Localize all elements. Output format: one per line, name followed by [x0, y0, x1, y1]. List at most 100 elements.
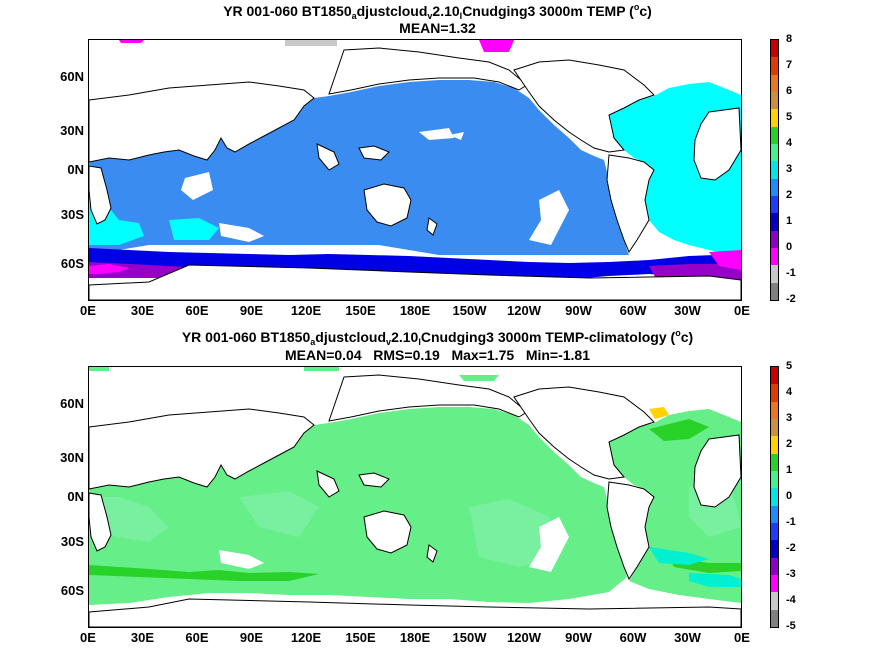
- panel1-title-sub: l: [459, 11, 463, 21]
- panel2-title-sub: a: [310, 337, 316, 347]
- anomaly-yellow: [649, 407, 669, 419]
- colorbar-tick-label: 3: [786, 412, 793, 424]
- panel1-title-text: djustcloud: [356, 3, 428, 19]
- panel1-map-svg: [89, 40, 741, 300]
- arctic-magenta: [479, 40, 514, 52]
- colorbar-tick-label: 5: [786, 111, 793, 123]
- colorbar-tick-label: 5: [786, 360, 793, 372]
- longitude-label: 0E: [734, 303, 750, 318]
- colorbar-segment: [771, 57, 778, 75]
- southern-ocean-band: [89, 248, 741, 280]
- latitude-label: 30S: [60, 533, 84, 549]
- latitude-label: 60N: [60, 395, 84, 411]
- colorbar-segment: [771, 161, 778, 179]
- colorbar-segment: [771, 522, 778, 541]
- longitude-label: 120E: [290, 630, 322, 645]
- longitude-label: 180E: [399, 303, 431, 318]
- panel2-title-sub: v: [386, 337, 392, 347]
- longitude-label: 120W: [507, 303, 541, 318]
- longitude-label: 60W: [619, 303, 647, 318]
- colorbar-segment: [771, 436, 778, 454]
- continents: [89, 47, 741, 300]
- panel2-title-text: c): [680, 329, 694, 345]
- arctic-grey: [285, 40, 337, 46]
- colorbar-tick-label: 2: [786, 438, 793, 450]
- longitude-label: 60W: [619, 630, 647, 645]
- panel1-title-sup: o: [633, 2, 640, 12]
- latitude-label: 30N: [60, 122, 84, 138]
- colorbar-tick-label: 0: [786, 241, 793, 253]
- panel2-title-sup: o: [675, 328, 681, 338]
- longitude-label: 0E: [80, 630, 96, 645]
- colorbar-tick-label: 2: [786, 189, 793, 201]
- colorbar-segment: [771, 574, 778, 593]
- colorbar-tick-label: 7: [786, 59, 793, 71]
- longitude-label: 60E: [185, 630, 209, 645]
- longitude-label: 150E: [345, 303, 376, 318]
- colorbar-segment: [771, 453, 778, 471]
- colorbar-segment: [771, 384, 778, 402]
- colorbar-tick-label: 1: [786, 215, 793, 227]
- colorbar-segment: [771, 470, 778, 489]
- panel1-title-text: YR 001-060 BT1850: [223, 3, 352, 19]
- colorbar-tick-label: -3: [786, 568, 796, 580]
- panel1-title-sub: a: [351, 11, 357, 21]
- colorbar-tick-label: 1: [786, 464, 793, 476]
- colorbar-segment: [771, 282, 778, 300]
- indian-ocean-cyan: [169, 218, 219, 240]
- colorbar-segment: [771, 213, 778, 231]
- panel2-map: [88, 366, 742, 628]
- colorbar-segment: [771, 401, 778, 419]
- pacific-indian-ocean: [89, 80, 629, 255]
- colorbar-segment: [771, 488, 778, 506]
- longitude-label: 90W: [565, 630, 592, 645]
- panel1-stats: MEAN=1.32: [399, 20, 476, 36]
- colorbar-segment: [771, 418, 778, 437]
- panel2-title: YR 001-060 BT1850adjustcloudv2.10lCnudgi…: [0, 325, 875, 350]
- ocean-anomaly-light: [89, 477, 741, 567]
- colorbar-tick-label: -4: [786, 594, 796, 606]
- colorbar-segment: [771, 557, 778, 575]
- panel1-title: YR 001-060 BT1850adjustcloudv2.10lCnudgi…: [0, 0, 875, 24]
- longitude-label: 90E: [239, 303, 264, 318]
- panel2-map-svg: [89, 367, 741, 627]
- colorbar-segment: [771, 230, 778, 248]
- colorbar-segment: [771, 195, 778, 214]
- colorbar-segment: [771, 505, 778, 523]
- longitude-label: 150W: [452, 303, 487, 318]
- colorbar-tick-label: -2: [786, 542, 796, 554]
- latitude-label: 0N: [67, 162, 84, 177]
- southern-ocean-magenta: [709, 250, 741, 270]
- longitude-label: 30E: [130, 303, 155, 318]
- colorbar-segment: [771, 109, 778, 127]
- longitude-label: 150W: [452, 630, 487, 645]
- colorbar-tick-label: -2: [786, 293, 796, 305]
- panel1-title-text: c): [639, 3, 652, 19]
- panel2-title-text: Cnudging3 3000m TEMP-climatology (: [420, 329, 676, 345]
- continents: [89, 374, 741, 627]
- arctic-magenta: [119, 40, 144, 43]
- latitude-label: 60N: [60, 68, 84, 84]
- longitude-label: 0E: [734, 630, 750, 645]
- colorbar-segment: [771, 247, 778, 266]
- colorbar-segment: [771, 265, 778, 283]
- latitude-label: 60S: [60, 256, 84, 272]
- longitude-label: 180E: [399, 630, 431, 645]
- colorbar-tick-label: 4: [786, 137, 793, 149]
- colorbar-segment: [771, 91, 778, 110]
- panel2-colorbar: [770, 366, 779, 628]
- longitude-label: 120E: [290, 303, 322, 318]
- colorbar-segment: [771, 592, 778, 610]
- southern-ocean-magenta: [89, 264, 129, 274]
- colorbar-segment: [771, 367, 778, 385]
- colorbar-segment: [771, 74, 778, 92]
- longitude-label: 90W: [565, 303, 592, 318]
- colorbar-segment: [771, 609, 778, 627]
- colorbar-segment: [771, 126, 778, 144]
- colorbar-segment: [771, 178, 778, 196]
- panel1-title-sub: v: [427, 11, 433, 21]
- longitude-label: 120W: [507, 630, 541, 645]
- colorbar-tick-label: 8: [786, 33, 793, 45]
- colorbar-tick-label: 0: [786, 490, 793, 502]
- latitude-label: 30N: [60, 449, 84, 465]
